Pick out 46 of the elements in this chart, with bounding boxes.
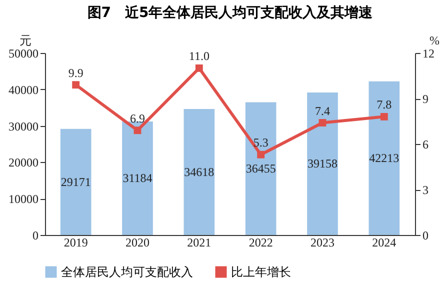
y-tick-label: 10000 <box>8 192 38 206</box>
x-tick-label: 2023 <box>310 236 334 250</box>
y-tick-label: 20000 <box>8 156 38 170</box>
data-label: 7.8 <box>376 98 392 112</box>
y-tick-label: 0 <box>32 228 38 242</box>
data-label: 9.9 <box>68 66 84 80</box>
data-label: 11.0 <box>188 49 210 64</box>
data-label: 34618 <box>184 164 214 179</box>
legend-label: 全体居民人均可支配收入 <box>61 265 193 279</box>
y2-tick-label: 6 <box>422 138 428 152</box>
y-tick-label: 30000 <box>8 119 38 134</box>
data-label: 7.4 <box>315 104 330 118</box>
bar <box>60 128 92 235</box>
x-tick-label: 2022 <box>248 236 273 250</box>
data-label: 5.3 <box>253 136 268 150</box>
y2-tick-label: 0 <box>422 228 428 242</box>
y-tick-label: 40000 <box>8 82 38 97</box>
legend-label: 比上年增长 <box>231 265 291 279</box>
data-label: 29171 <box>60 174 91 189</box>
bar <box>184 108 215 235</box>
data-label: 36455 <box>246 162 276 176</box>
y-tick-label: 50000 <box>8 46 38 60</box>
data-label: 6.9 <box>130 111 145 126</box>
y-axis-title: 元 <box>20 34 32 48</box>
y2-tick-label: 9 <box>422 92 428 106</box>
y2-axis-title: % <box>430 34 440 48</box>
x-tick-label: 2020 <box>126 236 150 250</box>
data-label: 31184 <box>122 171 152 186</box>
y2-tick-label: 12 <box>422 46 434 60</box>
point <box>134 126 142 134</box>
x-tick-label: 2019 <box>64 236 88 250</box>
bar <box>245 102 276 235</box>
bar <box>307 92 338 235</box>
y2-tick-label: 3 <box>422 183 428 197</box>
point <box>318 119 326 126</box>
x-tick-label: 2024 <box>372 236 396 250</box>
point <box>72 81 80 89</box>
data-label: 42213 <box>369 151 400 166</box>
bar <box>368 81 400 235</box>
x-tick-label: 2021 <box>187 236 212 250</box>
point <box>380 112 388 120</box>
data-label: 39158 <box>308 156 338 171</box>
bar <box>122 121 153 235</box>
chart-title: 图7 近5年全体居民人均可支配收入及其增速 <box>87 4 374 21</box>
point <box>195 64 203 72</box>
point <box>257 150 265 158</box>
